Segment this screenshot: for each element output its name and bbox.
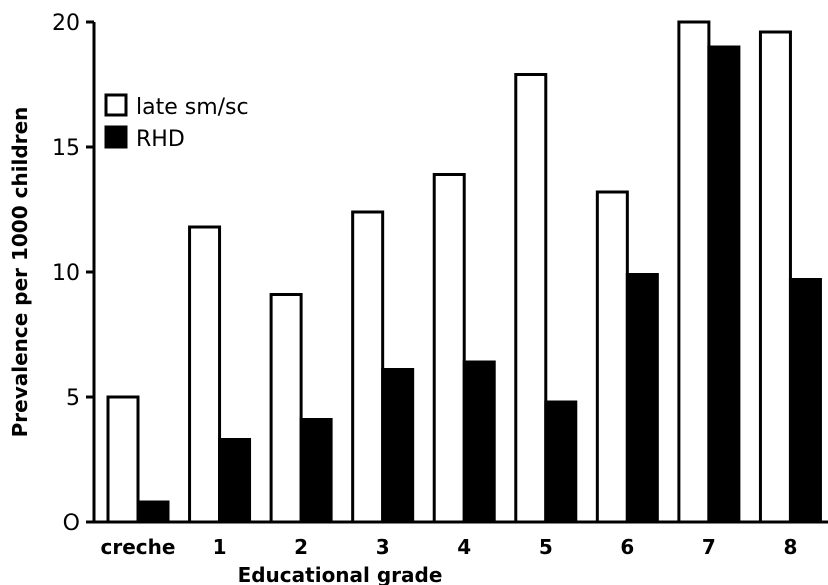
bar-late-sm-sc-4	[432, 173, 466, 524]
bar-late-sm-sc-creche	[106, 395, 140, 524]
bar-rhd-5	[544, 400, 578, 524]
bar-rhd-1	[218, 438, 252, 524]
x-tick-label: 8	[783, 535, 797, 559]
bar-late-sm-sc-6	[595, 190, 629, 524]
y-axis: O 5 10 15 20	[52, 11, 96, 536]
x-tick-label: 4	[457, 535, 471, 559]
bar-late-sm-sc-5	[514, 73, 548, 524]
bars	[106, 20, 822, 524]
x-tick-label: 7	[702, 535, 716, 559]
bar-late-sm-sc-7	[677, 20, 711, 524]
legend-swatch-rhd	[104, 125, 128, 149]
bar-rhd-6	[625, 273, 659, 524]
x-tick-label: 5	[539, 535, 553, 559]
x-axis: creche 1 2 3 4 5 6 7 8	[94, 520, 828, 559]
bar-rhd-2	[299, 418, 333, 524]
x-tick-label: 3	[376, 535, 390, 559]
y-tick-label: O	[63, 511, 80, 536]
y-tick-label: 5	[66, 386, 80, 411]
y-tick-label: 15	[52, 136, 80, 161]
legend-label-rhd: RHD	[136, 127, 185, 152]
bar-late-sm-sc-3	[351, 210, 385, 524]
x-axis-label: Educational grade	[238, 563, 443, 585]
x-tick-label: 2	[294, 535, 308, 559]
y-tick-label: 20	[52, 11, 80, 36]
bar-late-sm-sc-1	[188, 225, 222, 524]
bar-rhd-7	[707, 45, 741, 524]
legend-swatch-late-sm-sc	[104, 93, 128, 117]
bar-rhd-8	[788, 278, 822, 524]
bar-rhd-4	[462, 360, 496, 524]
y-axis-label: Prevalence per 1000 children	[8, 107, 32, 438]
bar-late-sm-sc-8	[758, 30, 792, 524]
x-tick-label: creche	[101, 535, 176, 559]
bar-rhd-3	[381, 368, 415, 524]
bar-rhd-creche	[136, 500, 170, 524]
x-tick-label: 1	[213, 535, 227, 559]
legend-label-late-sm-sc: late sm/sc	[136, 95, 249, 120]
bar-late-sm-sc-2	[269, 293, 303, 524]
y-tick-label: 10	[52, 261, 80, 286]
x-tick-label: 6	[620, 535, 634, 559]
legend: late sm/sc RHD	[104, 93, 249, 152]
